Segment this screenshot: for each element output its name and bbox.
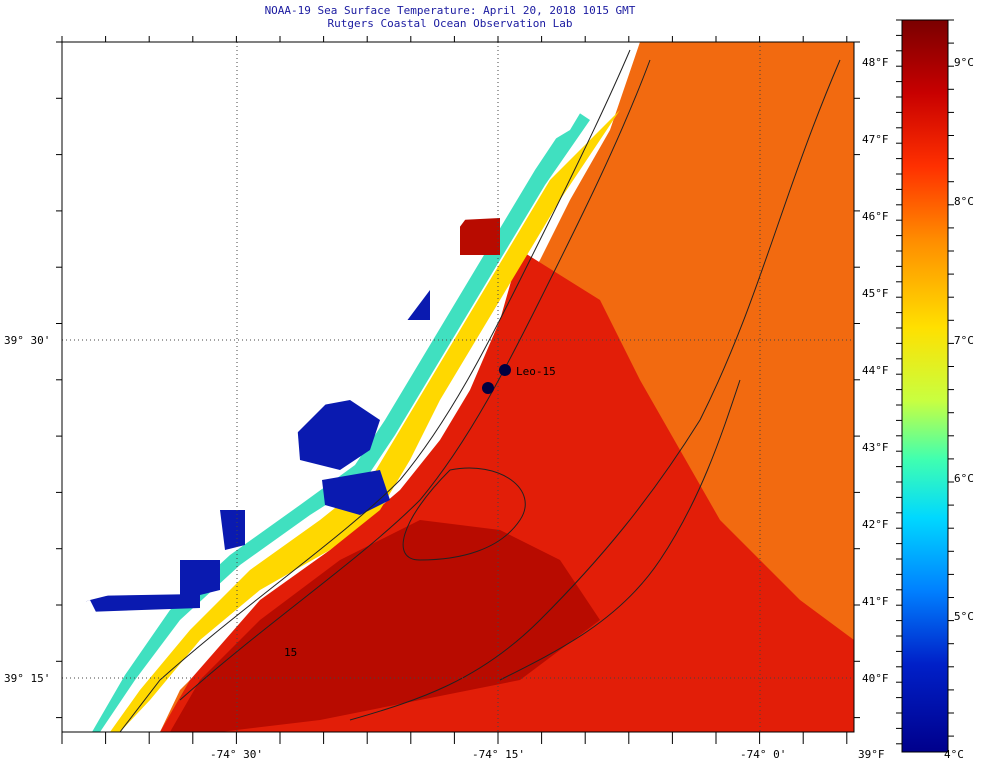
bay-cold-3 xyxy=(220,510,245,550)
celsius-label-4: 6°C xyxy=(954,472,974,485)
station-marker-1 xyxy=(499,364,511,376)
frame-ticks xyxy=(56,36,860,744)
bay-cold-5 xyxy=(86,594,200,612)
fahrenheit-label-6: 43°F xyxy=(862,441,889,454)
celsius-label-3: 7°C xyxy=(954,334,974,347)
station-label: Leo-15 xyxy=(516,365,556,378)
station-marker-2 xyxy=(482,382,494,394)
contour-line-5 xyxy=(402,467,526,561)
land-mainland xyxy=(62,42,640,610)
map-title: NOAA-19 Sea Surface Temperature: April 2… xyxy=(264,4,636,17)
bay-cold-1 xyxy=(296,400,380,470)
map-subtitle: Rutgers Coastal Ocean Observation Lab xyxy=(327,17,573,30)
bay-warm-pocket xyxy=(460,218,500,255)
celsius-label-2: 8°C xyxy=(954,195,974,208)
colorbar xyxy=(901,19,949,753)
coastal-band-yellow xyxy=(110,110,620,732)
lon-tick-label-2: -74° 15' xyxy=(472,748,525,761)
fahrenheit-label-2: 47°F xyxy=(862,133,889,146)
contour-label: 15 xyxy=(284,646,297,659)
celsius-label-1: 9°C xyxy=(954,56,974,69)
colorbar-ticks xyxy=(896,19,954,745)
fahrenheit-label-10: 39°F xyxy=(858,748,885,761)
bathymetry-contours xyxy=(119,49,841,732)
celsius-label-6: 4°C xyxy=(944,748,964,761)
contour-line-1 xyxy=(119,49,631,732)
offshore-water-darkred xyxy=(170,520,600,732)
map-frame xyxy=(61,41,855,733)
contour-line-4 xyxy=(499,379,741,681)
contour-line-2 xyxy=(179,59,651,701)
lat-tick-label-1: 39° 30' xyxy=(4,334,50,347)
bay-cold-4 xyxy=(180,560,220,600)
lon-tick-label-3: -74° 0' xyxy=(740,748,786,761)
land-barrier xyxy=(62,600,100,700)
lon-tick-label-1: -74° 30' xyxy=(210,748,263,761)
celsius-label-5: 5°C xyxy=(954,610,974,623)
fahrenheit-label-4: 45°F xyxy=(862,287,889,300)
sst-field xyxy=(62,42,854,732)
fahrenheit-label-9: 40°F xyxy=(862,672,889,685)
fahrenheit-label-3: 46°F xyxy=(862,210,889,223)
graticule xyxy=(62,42,854,732)
fahrenheit-label-1: 48°F xyxy=(862,56,889,69)
fahrenheit-label-8: 41°F xyxy=(862,595,889,608)
contour-line-3 xyxy=(349,59,841,721)
fahrenheit-label-5: 44°F xyxy=(862,364,889,377)
fahrenheit-label-7: 42°F xyxy=(862,518,889,531)
lat-tick-label-2: 39° 15' xyxy=(4,672,50,685)
bay-cold-2 xyxy=(322,470,390,515)
